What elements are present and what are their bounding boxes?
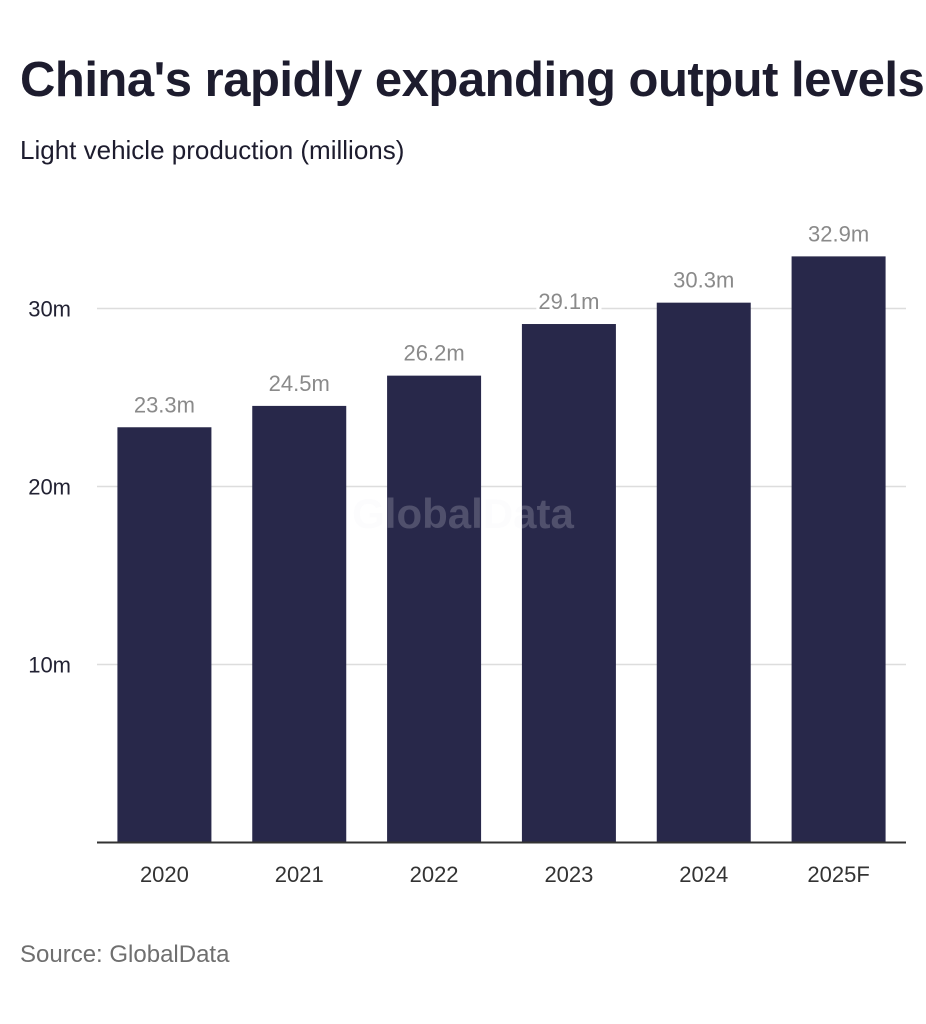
value-label-background [266,372,332,394]
bar-2023[interactable] [521,324,616,842]
x-tick-label-2022: 2022 [410,862,459,887]
y-tick-label: 20m [28,475,71,500]
value-label-2021: 24.5m [269,371,330,396]
value-label-2020: 23.3m [134,392,195,417]
gridlines [97,307,906,666]
value-label-2023: 29.1m [538,289,599,314]
bars [117,256,886,842]
y-tick-label: 10m [28,653,71,678]
value-label-2025F: 32.9m [808,221,869,246]
value-labels: 23.3m 24.5m 26.2m 29.1m 30.3m 32.9m [131,221,872,417]
x-tick-label-2021: 2021 [275,862,324,887]
chart-title: China's rapidly expanding output levels [20,53,925,107]
x-tick-label-2020: 2020 [140,862,189,887]
value-label-background [806,223,872,245]
y-tick-label: 30m [28,297,71,322]
x-axis-ticks: 2020 2021 2022 2023 2024 2025F [140,862,870,887]
bar-2024[interactable] [656,302,751,842]
y-axis-ticks: 10m 20m 30m [28,297,71,678]
value-label-background [671,269,737,291]
value-label-background [536,291,602,313]
bar-2020[interactable] [117,427,212,842]
x-tick-label-2023: 2023 [544,862,593,887]
bar-2021[interactable] [252,405,347,842]
value-label-2022: 26.2m [404,341,465,366]
bar-2025F[interactable] [791,256,886,842]
x-tick-label-2025F: 2025F [807,862,869,887]
value-label-background [131,394,197,416]
value-label-2024: 30.3m [673,268,734,293]
bar-2022[interactable] [387,375,482,842]
watermark: GlobalData [352,490,574,537]
x-tick-label-2024: 2024 [679,862,728,887]
chart-subtitle: Light vehicle production (millions) [20,135,405,165]
source-note: Source: GlobalData [20,941,230,968]
value-label-background [401,342,467,364]
